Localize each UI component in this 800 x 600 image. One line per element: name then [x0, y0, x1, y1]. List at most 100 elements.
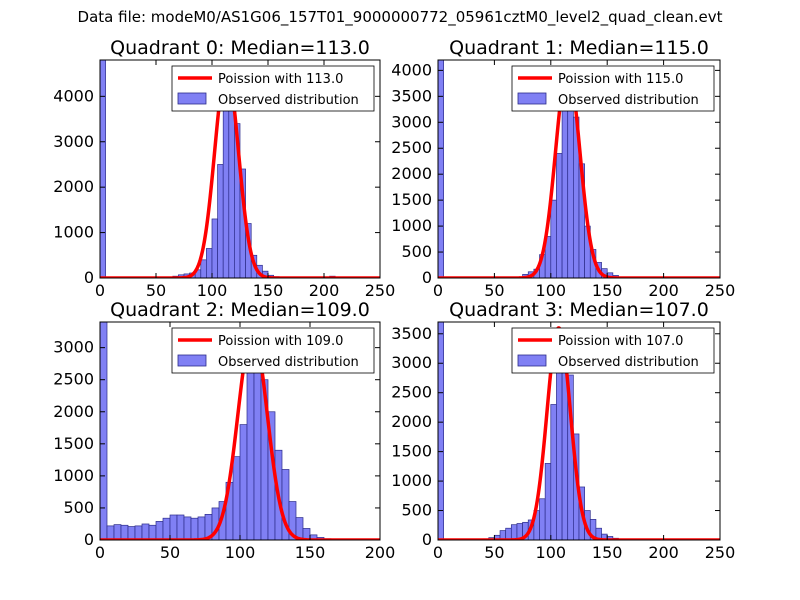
- legend-hist-swatch: [177, 92, 207, 105]
- y-tick-label: 500: [63, 498, 94, 517]
- y-tick-label: 0: [84, 268, 94, 287]
- axes-frame: [99, 59, 381, 279]
- quadrant-2-chart: 0 50 100 150 200050010001500200025003000Quad…: [53, 299, 395, 562]
- subplot-title: Quadrant 2: Median=109.0: [110, 299, 370, 321]
- legend-line-label: Poission with 107.0: [558, 334, 683, 349]
- histogram-bar: [239, 424, 248, 540]
- plot-area: [438, 60, 720, 278]
- histogram-bar: [206, 248, 213, 278]
- histogram-bar: [183, 516, 192, 540]
- x-tick-label: 200: [648, 543, 679, 562]
- x-tick-label: 50: [146, 281, 166, 300]
- quadrant-3-chart: 0 50 100 150 200 2500500100015002000250030003…: [391, 299, 735, 562]
- histogram-bar: [141, 523, 150, 540]
- y-tick-label: 4000: [391, 60, 432, 79]
- x-tick-label: 0: [95, 543, 105, 562]
- y-tick-label: 1000: [391, 216, 432, 235]
- histogram-bar: [561, 95, 569, 278]
- y-tick-label: 3500: [391, 86, 432, 105]
- poisson-curve: [100, 67, 380, 278]
- x-tick-label: 250: [705, 543, 736, 562]
- y-tick-label: 2500: [53, 370, 94, 389]
- poisson-curve: [438, 326, 720, 540]
- legend: Poission with 109.0 Observed distribution: [171, 327, 375, 374]
- x-tick-label: 200: [648, 281, 679, 300]
- y-tick-label: 1000: [53, 223, 94, 242]
- y-tick-label: 2500: [391, 138, 432, 157]
- histogram-bar: [169, 514, 178, 540]
- y-tick-label: 3000: [391, 353, 432, 372]
- histogram-bar: [556, 153, 563, 278]
- x-tick-label: 50: [484, 281, 504, 300]
- legend-hist-swatch: [517, 354, 547, 367]
- subplot-title: Quadrant 1: Median=115.0: [449, 37, 709, 59]
- legend-hist-label: Observed distribution: [558, 355, 699, 370]
- legend-line-label: Poission with 115.0: [558, 72, 683, 87]
- histogram-bar: [567, 90, 574, 278]
- x-tick-label: 150: [592, 281, 623, 300]
- histogram-bar: [113, 524, 122, 540]
- x-tick-label: 200: [309, 281, 340, 300]
- y-tick-label: 2000: [53, 177, 94, 196]
- y-tick-label: 1500: [391, 190, 432, 209]
- histogram-bar: [100, 322, 108, 540]
- histogram-bar: [544, 463, 552, 540]
- histogram-bar: [106, 525, 115, 540]
- histogram-bar: [200, 259, 207, 278]
- x-tick-label: 100: [197, 281, 228, 300]
- histogram-bar: [222, 105, 230, 278]
- x-tick-label: 0: [95, 281, 105, 300]
- x-tick-label: 100: [536, 281, 567, 300]
- y-tick-label: 4000: [53, 86, 94, 105]
- legend-hist-label: Observed distribution: [218, 93, 359, 108]
- plot-area: [100, 60, 380, 278]
- x-tick-label: 0: [433, 543, 443, 562]
- legend-line-label: Poission with 113.0: [218, 72, 343, 87]
- histogram-bar: [550, 199, 557, 278]
- y-tick-label: 0: [84, 530, 94, 549]
- y-tick-label: 0: [422, 268, 432, 287]
- histogram-bar: [176, 514, 185, 540]
- legend-hist-swatch: [517, 92, 547, 105]
- histogram-bar: [510, 524, 518, 540]
- quadrant-0-chart: 0 50 100 150 200 250 0 1000 2000 3000 4000 Quadrant…: [53, 37, 395, 300]
- x-tick-label: 150: [253, 281, 284, 300]
- histogram-bar: [100, 60, 106, 278]
- histogram-bar: [217, 164, 224, 278]
- plot-area: [100, 322, 380, 540]
- y-tick-label: 2000: [53, 402, 94, 421]
- histogram-bar: [211, 218, 218, 278]
- x-tick-label: 200: [365, 543, 396, 562]
- x-tick-label: 150: [592, 543, 623, 562]
- x-tick-label: 250: [365, 281, 396, 300]
- y-tick-label: 500: [401, 501, 432, 520]
- legend-line-label: Poission with 109.0: [218, 334, 343, 349]
- histogram-bar: [438, 60, 444, 278]
- histogram-bar: [232, 456, 241, 540]
- poisson-curve: [438, 66, 720, 278]
- histogram-bar: [190, 517, 199, 540]
- legend: Poission with 115.0 Observed distribution: [511, 65, 715, 112]
- legend-hist-label: Observed distribution: [558, 93, 699, 108]
- legend-hist-swatch: [177, 354, 207, 367]
- axes-frame: [437, 59, 721, 279]
- legend: Poission with 107.0 Observed distribution: [511, 327, 715, 374]
- x-tick-label: 100: [225, 543, 256, 562]
- histogram-bar: [162, 517, 171, 540]
- x-tick-label: 250: [705, 281, 736, 300]
- y-tick-label: 2500: [391, 383, 432, 402]
- y-tick-label: 1500: [391, 442, 432, 461]
- y-tick-label: 1000: [53, 466, 94, 485]
- subplot-title: Quadrant 3: Median=107.0: [449, 299, 709, 321]
- subplot-title: Quadrant 0: Median=113.0: [110, 37, 370, 59]
- y-tick-label: 500: [401, 242, 432, 261]
- x-tick-label: 0: [433, 281, 443, 300]
- histogram-bar: [438, 322, 444, 540]
- histogram-bar: [539, 498, 546, 540]
- figure-suptitle: Data file: modeM0/AS1G06_157T01_90000007…: [77, 8, 723, 26]
- x-tick-label: 50: [484, 543, 504, 562]
- histogram-bar: [228, 95, 235, 278]
- y-tick-label: 3000: [53, 338, 94, 357]
- histogram-bar: [127, 526, 136, 540]
